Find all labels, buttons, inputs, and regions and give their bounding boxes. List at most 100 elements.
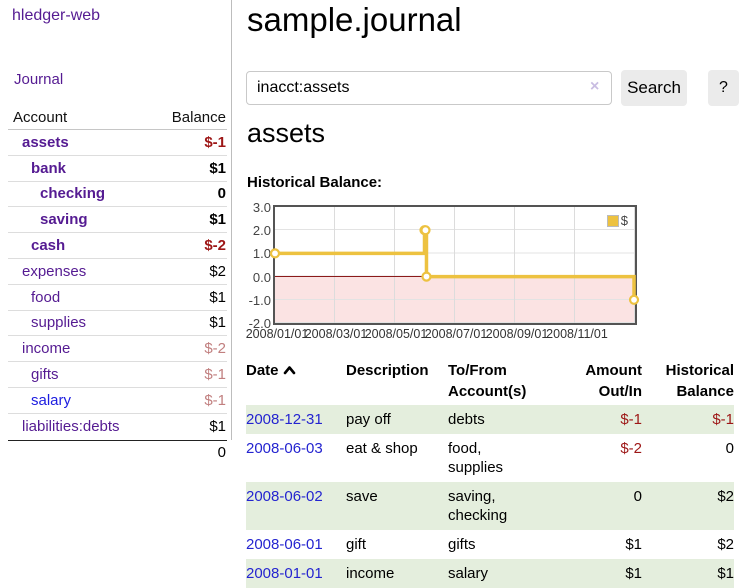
account-table-header: Account Balance [8, 104, 227, 130]
account-balance: $1 [209, 314, 226, 332]
chart-title: Historical Balance: [247, 174, 383, 191]
balance-column-header-main[interactable]: Historical Balance [665, 362, 734, 400]
account-balance-table: Account Balance assets $-1 bank $1 checking 0… [8, 104, 227, 465]
x-axis-tick-label: 2008/07/01 [424, 327, 488, 341]
amount-column-header[interactable]: Amount Out/In [585, 362, 642, 400]
x-axis-tick-label: 2008/09/01 [485, 327, 549, 341]
amount-cell: $1 [625, 565, 642, 582]
register-row: 2008-12-31 pay off debts $-1 $-1 [246, 405, 734, 434]
account-link[interactable]: food [31, 288, 61, 306]
x-axis-tick-label: 2008/05/01 [364, 327, 428, 341]
account-link[interactable]: liabilities:debts [22, 418, 120, 436]
sidebar-account-row: income $-2 [8, 336, 227, 363]
x-axis-tick-label: 2008/01/01 [245, 327, 309, 341]
sidebar-account-row: salary $-1 [8, 388, 227, 414]
description-column-header[interactable]: Description [346, 362, 429, 379]
date-cell: 2008-06-03 [246, 434, 346, 482]
y-axis-tick-label: -1.0 [248, 292, 271, 308]
date-cell: 2008-06-02 [246, 482, 346, 530]
account-link[interactable]: assets [22, 133, 69, 151]
transaction-date-link[interactable]: 2008-12-31 [246, 411, 323, 428]
amount-cell: 0 [633, 488, 642, 505]
account-balance: $-2 [204, 237, 226, 255]
accounts-column-header[interactable]: To/From Account(s) [448, 362, 527, 400]
balance-column-header: Balance [171, 109, 226, 126]
sidebar: hledger-web Journal Account Balance asse… [0, 0, 232, 461]
legend-swatch-icon [606, 214, 619, 227]
data-point-marker [269, 248, 281, 259]
description-cell: save [346, 488, 378, 505]
sort-ascending-icon [283, 360, 296, 381]
register-body: 2008-12-31 pay off debts $-1 $-1 2008-06-03 ea… [246, 405, 734, 588]
app-title-link[interactable]: hledger-web [12, 7, 101, 24]
register-table: Date Description To/From Account(s) Amou… [246, 358, 734, 588]
description-cell: eat & shop [346, 440, 418, 457]
sidebar-item-journal[interactable]: Journal [14, 71, 64, 88]
account-link[interactable]: cash [31, 237, 66, 255]
y-axis-tick-label: 1.0 [252, 246, 271, 262]
transaction-date-link[interactable]: 2008-06-02 [246, 488, 323, 505]
chart-x-ticks: 2008/01/01 2008/03/01 2008/05/01 2008/07/01… [246, 327, 639, 343]
date-column-header[interactable]: Date [246, 358, 346, 405]
account-balance: $-1 [204, 391, 226, 409]
accounts-cell: gifts [448, 536, 476, 553]
data-point-marker [420, 225, 431, 236]
account-balance: 0 [217, 185, 226, 203]
account-link[interactable]: gifts [31, 366, 59, 384]
historical-balance-chart: 3.0 2.0 1.0 0.0 -1.0 -2.0 $ 2008/01/01 2008/03… [246, 200, 676, 345]
date-cell: 2008-06-01 [246, 530, 346, 559]
balance-cell: 0 [725, 440, 734, 457]
chart-series-svg [269, 225, 640, 305]
transaction-date-link[interactable]: 2008-06-03 [246, 440, 323, 457]
account-heading: assets [247, 118, 326, 148]
account-list: assets $-1 bank $1 checking 0 saving $1 cash $-2 e… [8, 130, 227, 440]
account-link[interactable]: salary [31, 391, 72, 409]
chart-legend: $ [604, 212, 630, 229]
chart-plot-area: $ [269, 205, 640, 325]
sidebar-account-row: assets $-1 [8, 130, 227, 156]
balance-cell: $2 [717, 488, 734, 505]
sidebar-account-row: liabilities:debts $1 [8, 414, 227, 440]
y-axis-tick-label: 3.0 [252, 200, 271, 215]
account-balance: $2 [209, 262, 226, 280]
account-total-row: 0 [8, 439, 227, 465]
x-axis-tick-label: 2008/03/01 [304, 327, 368, 341]
register-row: 2008-01-01 income salary $1 $1 [246, 559, 734, 588]
transaction-date-link[interactable]: 2008-01-01 [246, 565, 323, 582]
amount-cell: $-1 [620, 411, 642, 428]
help-button[interactable]: ? [708, 70, 739, 106]
register-row: 2008-06-01 gift gifts $1 $2 [246, 530, 734, 559]
account-link[interactable]: bank [31, 159, 67, 177]
description-cell: gift [346, 536, 367, 553]
main-content: sample.journal × Search ? assets Histori… [246, 0, 742, 588]
date-cell: 2008-12-31 [246, 405, 346, 434]
date-cell: 2008-01-01 [246, 559, 346, 588]
accounts-cell: saving, checking [448, 488, 508, 524]
sidebar-account-row: food $1 [8, 285, 227, 311]
description-cell: income [346, 565, 395, 582]
accounts-cell: food, supplies [448, 440, 504, 476]
accounts-cell: debts [448, 411, 485, 428]
account-link[interactable]: supplies [31, 314, 87, 332]
account-column-header: Account [13, 109, 68, 126]
y-axis-tick-label: 0.0 [252, 269, 271, 285]
balance-cell: $-1 [712, 411, 734, 428]
account-balance: $1 [209, 418, 226, 436]
account-link[interactable]: saving [40, 211, 88, 229]
search-button[interactable]: Search [621, 70, 687, 106]
y-axis-tick-label: -2.0 [248, 316, 271, 331]
account-balance: $1 [209, 159, 226, 177]
account-balance: $-1 [204, 133, 226, 151]
account-link[interactable]: checking [40, 185, 106, 203]
amount-cell: $-2 [620, 440, 642, 457]
description-cell: pay off [346, 411, 391, 428]
search-input[interactable] [246, 71, 612, 105]
account-balance: $-1 [204, 366, 226, 384]
transaction-date-link[interactable]: 2008-06-01 [246, 536, 323, 553]
date-header-label: Date [246, 362, 279, 379]
account-link[interactable]: expenses [22, 262, 87, 280]
clear-search-icon[interactable]: × [590, 78, 600, 95]
account-balance: $1 [209, 288, 226, 306]
account-link[interactable]: income [22, 340, 71, 358]
account-balance: $-2 [204, 340, 226, 358]
